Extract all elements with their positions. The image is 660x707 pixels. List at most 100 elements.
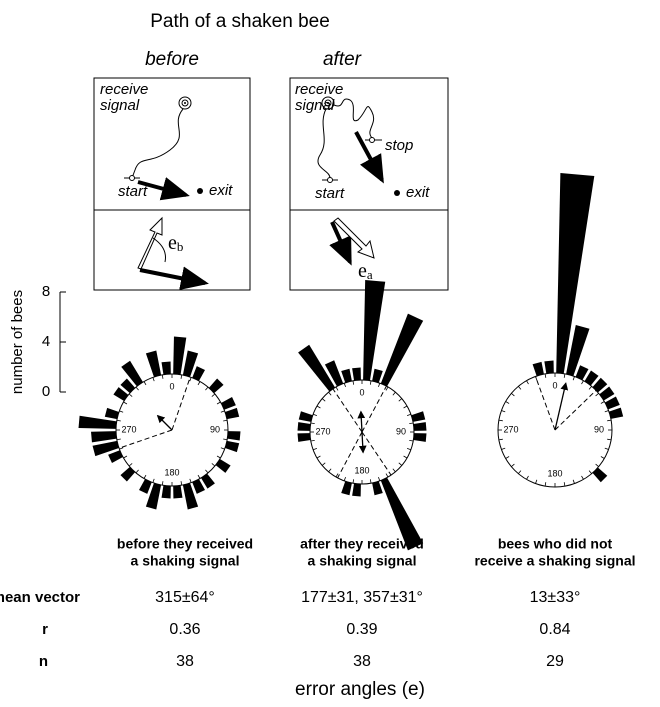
compass-tick [335,473,339,478]
confidence-line [554,390,597,431]
compass-tick [197,474,201,479]
compass-label: 90 [396,426,406,436]
compass-tick [406,413,412,416]
compass-tick [152,377,155,382]
rose-bar [372,368,383,383]
rose-bar [411,411,426,422]
table-cell: 0.84 [539,621,570,638]
table-cell: 0.39 [346,621,377,638]
compass-tick [310,422,315,425]
confidence-line [337,431,363,479]
compass-tick [312,413,318,416]
compass-tick [128,463,133,467]
compass-tick [588,470,592,474]
diagram-text: start [118,183,148,200]
title: Path of a shaken bee [150,11,330,32]
compass-tick [600,401,605,404]
rose-bar [108,450,123,464]
diagram-text: stop [385,137,413,154]
rose-bar [192,366,206,381]
rose-bar [78,415,117,429]
compass-tick [511,393,515,397]
compass-tick [116,419,121,422]
rose-bar [120,466,136,482]
compass-tick [152,478,155,483]
rose-bar [413,433,427,442]
compass-tick [352,380,355,385]
compass-tick [180,481,183,486]
table-cell: 315±64° [155,589,215,606]
compass-tick [607,438,612,441]
rose-bar [120,378,136,394]
compass-tick [501,410,506,413]
rose-caption: before they received [117,536,253,552]
compass-tick [216,401,221,405]
e-label: eb [168,232,183,254]
confidence-line [171,376,191,431]
diagram-text: exit [406,184,430,201]
compass-label: 90 [210,424,220,434]
confidence-line [332,388,363,433]
compass-tick [581,380,584,385]
compass-tick [369,479,372,484]
rose-bar [91,431,117,443]
rose-bar [182,483,199,510]
rose-bar [556,173,595,374]
rose-bar [145,350,162,377]
compass-tick [604,447,609,450]
diagram-text: receive [295,81,343,98]
panel-label: after [323,49,362,70]
diagram-text: signal [295,97,335,114]
rose-bar [604,396,620,410]
compass-tick [378,476,381,482]
compass-tick [403,405,408,409]
diagram-text: receive [100,81,148,98]
rose-bar [297,422,311,431]
mean-vector [156,414,173,431]
compass-tick [143,381,147,386]
compass-tick [600,456,605,459]
rose-bar [575,365,589,381]
compass-label: 180 [547,468,562,478]
compass-tick [189,478,192,483]
compass-tick [189,377,192,382]
compass-tick [505,401,510,404]
rose-bar [225,440,240,453]
rose-caption: a shaking signal [308,553,417,569]
table-cell: 29 [546,653,564,670]
rose-bar [341,368,352,383]
diagram-before: receive signal start exit eb [93,77,251,291]
compass-tick [607,419,612,422]
compass-tick [197,381,201,386]
compass-tick [321,462,326,466]
compass-tick [595,463,599,467]
compass-tick [498,438,503,441]
compass-tick [409,439,414,442]
rose-bar [104,407,119,420]
rose-caption: receive a shaking signal [474,553,635,569]
rose-bar [298,411,313,422]
compass-tick [403,455,408,459]
e-letter: e [168,232,177,254]
compass-tick [385,473,389,478]
rose-bar [138,479,152,494]
compass-tick [310,439,315,442]
rose-caption: bees who did not [498,536,613,552]
compass-tick [378,382,381,388]
row-label: n [39,653,48,670]
compass-label: 270 [121,424,136,434]
compass-label: 180 [354,465,369,475]
rose-bar [566,325,590,377]
compass-tick [205,469,209,474]
table-cell: 13±33° [530,589,581,606]
table-cell: 177±31, 357±31° [301,589,423,606]
rose-bar [113,387,129,401]
rose-bar [352,367,361,381]
rose-bar [161,361,171,375]
rose-bar [532,361,544,377]
rose-bar [298,344,336,392]
compass-tick [321,398,326,402]
compass-tick [211,393,216,397]
confidence-line [361,431,392,476]
diagram-text: signal [100,97,140,114]
